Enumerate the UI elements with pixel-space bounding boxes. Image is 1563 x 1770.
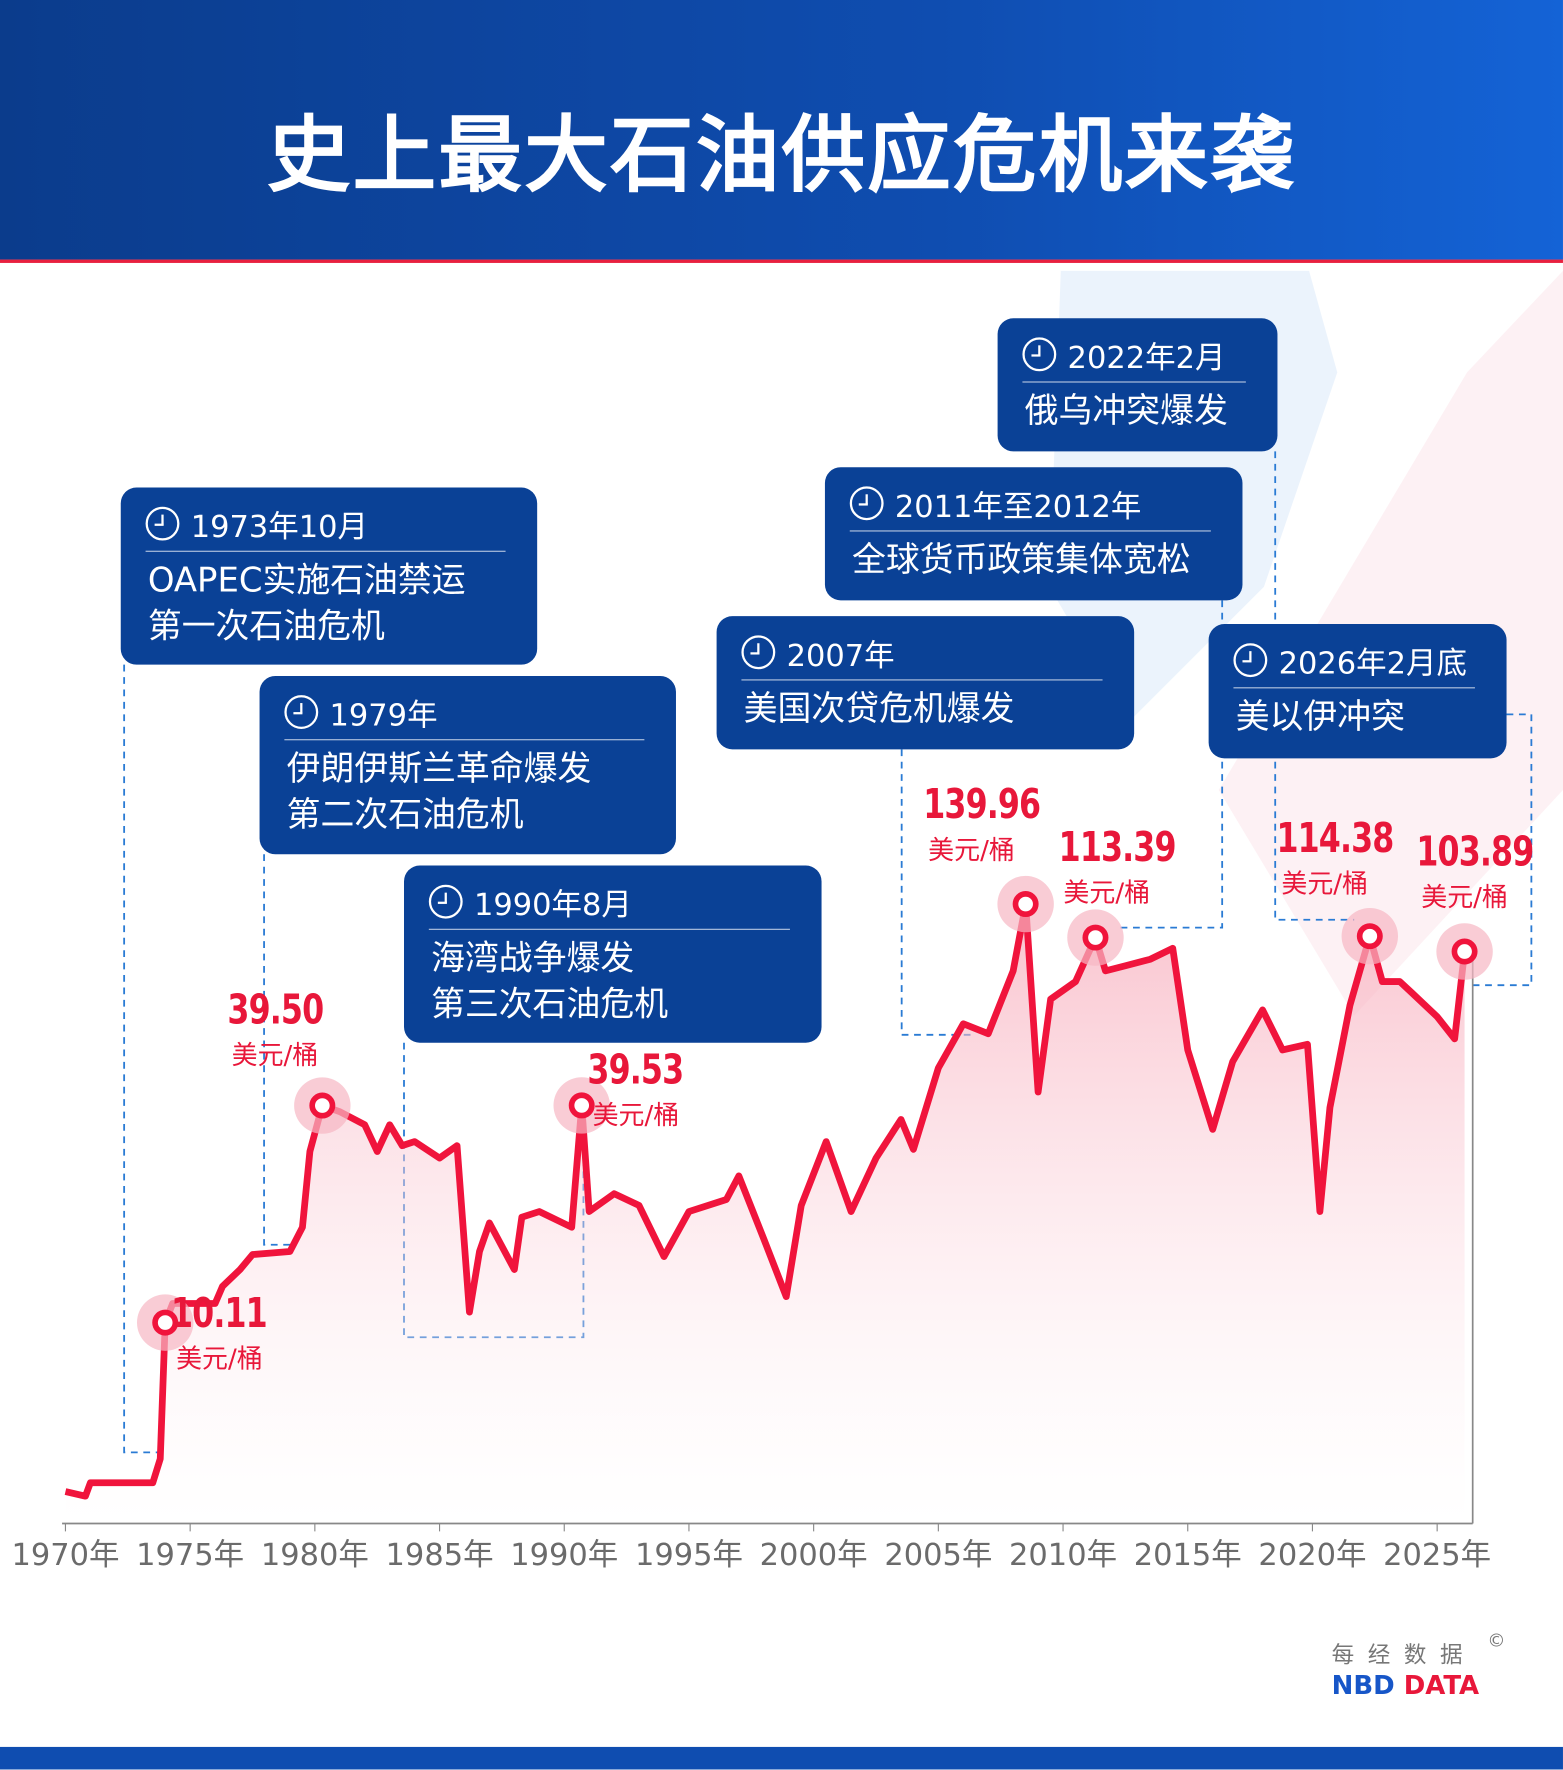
event-card: 2022年2月俄乌冲突爆发: [997, 318, 1278, 452]
x-tick-label: 1975年: [136, 1538, 245, 1574]
header: 史上最大石油供应危机来袭: [0, 0, 1563, 263]
event-description: 美国次贷危机爆发: [743, 689, 1015, 730]
x-tick-label: 2010年: [1009, 1538, 1118, 1574]
value-label: 114.38 美元/桶: [1263, 815, 1394, 900]
event-description: 第一次石油危机: [147, 607, 385, 647]
copyright-icon: ©: [1487, 1629, 1506, 1651]
x-tick-label: 1985年: [385, 1538, 494, 1574]
event-description: 俄乌冲突爆发: [1024, 391, 1228, 432]
unit-text: 美元/桶: [176, 1345, 263, 1375]
event-description: 全球货币政策集体宽松: [852, 540, 1191, 581]
event-description: OAPEC实施石油禁运: [147, 560, 466, 601]
event-date: 2007年: [786, 638, 895, 674]
divider: [284, 739, 645, 741]
clock-icon: [1022, 337, 1057, 372]
brand-cn: 每经数据: [1331, 1640, 1477, 1668]
value-text: 10.11: [171, 1291, 268, 1338]
brand-logo: 每经数据 © NBD DATA: [1331, 1630, 1506, 1701]
event-card: 2026年2月底美以伊冲突: [1208, 624, 1507, 759]
value-label: 113.39 美元/桶: [1045, 824, 1176, 910]
value-label: 39.53 美元/桶: [574, 1047, 698, 1132]
value-label: 139.96 美元/桶: [909, 782, 1041, 867]
value-label: 103.89 美元/桶: [1402, 829, 1534, 915]
unit-text: 美元/桶: [1063, 878, 1151, 909]
event-description: 伊朗伊斯兰革命爆发: [286, 749, 592, 789]
leader-line-1979: [263, 854, 296, 1246]
brand-data: DATA: [1403, 1671, 1480, 1701]
value-text: 103.89: [1416, 829, 1534, 876]
price-line: [64, 900, 1468, 1500]
data-point-marker: [1451, 938, 1478, 965]
value-label: 39.50 美元/桶: [213, 987, 337, 1072]
data-point-marker: [309, 1092, 336, 1119]
event-description: 第三次石油危机: [431, 985, 669, 1025]
divider: [1233, 687, 1475, 689]
event-description: 第二次石油危机: [286, 795, 524, 836]
event-description: 美以伊冲突: [1235, 697, 1405, 737]
value-label: 10.11 美元/桶: [157, 1291, 281, 1376]
x-tick-label: 2020年: [1258, 1538, 1367, 1574]
clock-icon: [849, 486, 884, 521]
event-date: 1973年10月: [190, 509, 368, 545]
event-date: 2022年2月: [1067, 340, 1226, 376]
data-point-marker: [1356, 923, 1383, 950]
x-tick-label: 1990年: [510, 1538, 619, 1574]
unit-text: 美元/桶: [928, 836, 1015, 866]
event-date: 2026年2月底: [1278, 646, 1467, 682]
x-tick-label: 1970年: [11, 1538, 120, 1574]
divider: [849, 530, 1211, 532]
unit-text: 美元/桶: [592, 1100, 680, 1131]
x-tick-label: 2000年: [759, 1538, 868, 1574]
value-text: 139.96: [923, 782, 1041, 829]
unit-text: 美元/桶: [1281, 869, 1368, 899]
leader-line-2011: [1117, 600, 1224, 929]
clock-icon: [284, 695, 319, 730]
event-card: 2007年美国次贷危机爆发: [716, 616, 1135, 750]
event-date: 1979年: [329, 697, 438, 733]
unit-text: 美元/桶: [231, 1041, 319, 1071]
clock-icon: [145, 506, 180, 541]
event-description: 海湾战争爆发: [431, 938, 635, 979]
divider: [428, 928, 790, 930]
value-text: 113.39: [1058, 824, 1176, 871]
page-title: 史上最大石油供应危机来袭: [266, 107, 1297, 205]
x-tick-label: 1995年: [634, 1538, 743, 1574]
footer-bar: [0, 1746, 1563, 1770]
data-point-marker: [1012, 891, 1039, 918]
leader-line-2007: [900, 749, 971, 1036]
x-tick-label: 2025年: [1383, 1538, 1492, 1574]
x-tick-label: 1980年: [260, 1538, 369, 1574]
leader-line-2026: [1472, 713, 1533, 987]
brand-nbd: NBD: [1331, 1671, 1395, 1701]
clock-icon: [1233, 643, 1268, 678]
event-date: 2011年至2012年: [894, 489, 1142, 525]
event-card: 1979年伊朗伊斯兰革命爆发 第二次石油危机: [259, 675, 676, 855]
divider: [1022, 381, 1246, 383]
data-point-marker: [568, 1092, 595, 1119]
data-point-marker: [152, 1309, 179, 1336]
clock-icon: [428, 884, 463, 919]
event-card: 1990年8月海湾战争爆发 第三次石油危机: [404, 865, 822, 1043]
event-card: 1973年10月 OAPEC实施石油禁运 第一次石油危机: [120, 487, 538, 665]
data-point-marker: [1082, 924, 1109, 951]
divider: [741, 679, 1103, 681]
value-text: 114.38: [1276, 815, 1394, 862]
unit-text: 美元/桶: [1421, 883, 1508, 914]
divider: [145, 550, 506, 552]
x-tick-label: 2005年: [884, 1538, 993, 1574]
event-date: 1990年8月: [473, 887, 632, 923]
leader-lines: [123, 451, 1533, 1454]
leader-line-1973: [123, 664, 158, 1454]
price-area: [65, 904, 1465, 1524]
event-card: 2011年至2012年全球货币政策集体宽松: [824, 467, 1243, 601]
value-text: 39.50: [227, 987, 324, 1034]
value-text: 39.53: [587, 1046, 685, 1093]
clock-icon: [741, 635, 776, 670]
x-tick-label: 2015年: [1133, 1538, 1242, 1574]
